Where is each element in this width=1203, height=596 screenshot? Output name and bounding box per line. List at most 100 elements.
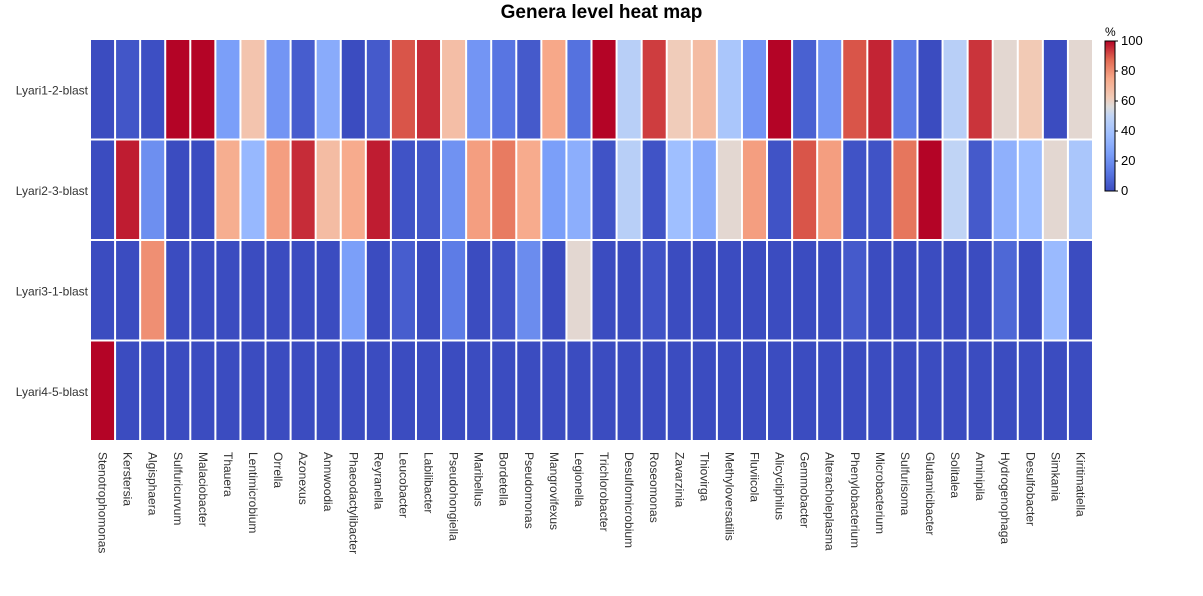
heatmap-cell: Lyari4-5-blast / Reyranella: 0% bbox=[366, 341, 390, 440]
heatmap-cell: Lyari1-2-blast / Algisphaera: 1% bbox=[141, 40, 165, 139]
column-label: Malaciobacter bbox=[196, 452, 210, 527]
heatmap-cell: Lyari2-3-blast / Sulfurisoma: 85% bbox=[893, 140, 917, 239]
heatmap-cell: Lyari3-1-blast / Mangrovifexus: 0% bbox=[542, 241, 566, 340]
column-label: Desulfobacter bbox=[1023, 452, 1037, 526]
column-label: Roseomonas bbox=[647, 452, 661, 523]
heatmap-cell: Lyari4-5-blast / Glutamicibacter: 0% bbox=[918, 341, 942, 440]
heatmap-cell: Lyari3-1-blast / Kerstersia: 0% bbox=[116, 241, 140, 340]
column-label: Aminipila bbox=[973, 452, 987, 501]
heatmap-cell: Lyari3-1-blast / Stenotrophomonas: 0% bbox=[91, 241, 115, 340]
row-label: Lyari3-1-blast bbox=[16, 284, 89, 298]
heatmap-cell: Lyari1-2-blast / Hydrogenophaga: 58% bbox=[993, 40, 1017, 139]
column-label: Algisphaera bbox=[146, 452, 160, 516]
heatmap-cell: Lyari4-5-blast / Simkania: 0% bbox=[1043, 341, 1067, 440]
heatmap-cell: Lyari3-1-blast / Pseudohongiella: 14% bbox=[442, 241, 466, 340]
column-label: Hydrogenophaga bbox=[998, 452, 1012, 544]
heatmap-cell: Lyari4-5-blast / Roseomonas: 0% bbox=[642, 341, 666, 440]
column-label: Fluviicola bbox=[747, 452, 761, 502]
heatmap-cell: Lyari4-5-blast / Gemmobacter: 0% bbox=[793, 341, 817, 440]
heatmap-cell: Lyari2-3-blast / Thauera: 73% bbox=[216, 140, 240, 239]
column-label: Mangrovifexus bbox=[547, 452, 561, 530]
heatmap-cell: Lyari1-2-blast / Malaciobacter: 100% bbox=[191, 40, 215, 139]
heatmap-cell: Lyari3-1-blast / Glutamicibacter: 0% bbox=[918, 241, 942, 340]
column-label: Sulfurisoma bbox=[898, 452, 912, 516]
heatmap-cell: Lyari2-3-blast / Zavarzinia: 38% bbox=[667, 140, 691, 239]
heatmap-cell: Lyari1-2-blast / Leucobacter: 90% bbox=[391, 40, 415, 139]
heatmap-cell: Lyari4-5-blast / Alteracholeplasma: 0% bbox=[818, 341, 842, 440]
column-label: Alicycliphilus bbox=[773, 452, 787, 520]
column-label: Bordetella bbox=[497, 452, 511, 506]
heatmap-cell: Lyari1-2-blast / Reyranella: 4% bbox=[366, 40, 390, 139]
heatmap-cell: Lyari1-2-blast / Methyloversatilis: 42% bbox=[717, 40, 741, 139]
heatmap-cell: Lyari3-1-blast / Lentimicrobium: 0% bbox=[241, 241, 265, 340]
heatmap-cell: Lyari1-2-blast / Simkania: 0% bbox=[1043, 40, 1067, 139]
heatmap-cell: Lyari4-5-blast / Desulfomicrobium: 0% bbox=[617, 341, 641, 440]
heatmap-cell: Lyari2-3-blast / Glutamicibacter: 100% bbox=[918, 140, 942, 239]
heatmap-cell: Lyari1-2-blast / Sulfurisoma: 14% bbox=[893, 40, 917, 139]
colorbar-tick-label: 80 bbox=[1121, 63, 1135, 78]
heatmap-cell: Lyari2-3-blast / Fluviicola: 77% bbox=[742, 140, 767, 239]
heatmap-cell: Lyari3-1-blast / Solitalea: 0% bbox=[943, 241, 967, 340]
heatmap-cell: Lyari1-2-blast / Annwoodia: 30% bbox=[316, 40, 340, 139]
heatmap-cell: Lyari3-1-blast / Zavarzinia: 0% bbox=[667, 241, 691, 340]
heatmap-cell: Lyari1-2-blast / Trichlorobacter: 100% bbox=[592, 40, 616, 139]
heatmap-cell: Lyari1-2-blast / Mangrovifexus: 75% bbox=[542, 40, 566, 139]
column-label: Simkania bbox=[1048, 452, 1062, 502]
heatmap-cell: Lyari1-2-blast / Phaeodactylibacter: 0% bbox=[341, 40, 365, 139]
heatmap-cell: Lyari4-5-blast / Labilibacter: 0% bbox=[416, 341, 441, 440]
heatmap-cell: Lyari3-1-blast / Leucobacter: 5% bbox=[391, 241, 415, 340]
heatmap-cell: Lyari4-5-blast / Kerstersia: 0% bbox=[116, 341, 140, 440]
heatmap-cell: Lyari2-3-blast / Azonexus: 95% bbox=[291, 140, 315, 239]
heatmap-cell: Lyari3-1-blast / Aminipila: 0% bbox=[968, 241, 992, 340]
heatmap-cell: Lyari1-2-blast / Microbacterium: 96% bbox=[868, 40, 892, 139]
heatmap-cell: Lyari1-2-blast / Solitalea: 47% bbox=[943, 40, 967, 139]
heatmap-cell: Lyari1-2-blast / Thauera: 25% bbox=[216, 40, 240, 139]
heatmap-cell: Lyari4-5-blast / Stenotrophomonas: 100% bbox=[91, 341, 115, 440]
column-label: Orrella bbox=[271, 452, 285, 488]
heatmap-cell: Lyari2-3-blast / Algisphaera: 20% bbox=[141, 140, 165, 239]
column-label: Solitalea bbox=[948, 452, 962, 498]
heatmap-cell: Lyari1-2-blast / Desulfomicrobium: 47% bbox=[617, 40, 641, 139]
heatmap-cell: Lyari2-3-blast / Labilibacter: 3% bbox=[416, 140, 441, 239]
heatmap-cell: Lyari3-1-blast / Phaeodactylibacter: 25% bbox=[341, 241, 365, 340]
colorbar-tick-label: 20 bbox=[1121, 153, 1135, 168]
heatmap-cell: Lyari3-1-blast / Algisphaera: 80% bbox=[141, 241, 165, 340]
heatmap-cell: Lyari2-3-blast / Mangrovifexus: 25% bbox=[542, 140, 566, 239]
heatmap-cell: Lyari2-3-blast / Stenotrophomonas: 0% bbox=[91, 140, 115, 239]
heatmap-cell: Lyari3-1-blast / Orrella: 0% bbox=[266, 241, 290, 340]
heatmap-cell: Lyari2-3-blast / Legionella: 31% bbox=[567, 140, 591, 239]
heatmap-cell: Lyari1-2-blast / Phenylobacterium: 90% bbox=[843, 40, 867, 139]
column-label: Phaeodactylibacter bbox=[346, 452, 360, 554]
colorbar-ticks: 0 20 40 60 80 100 bbox=[1115, 33, 1143, 198]
column-label: Thiovirga bbox=[697, 452, 711, 502]
heatmap-cell: Lyari1-2-blast / Labilibacter: 95% bbox=[416, 40, 441, 139]
heatmap-cell: Lyari3-1-blast / Reyranella: 0% bbox=[366, 241, 390, 340]
heatmap-cell: Lyari4-5-blast / Thiovirga: 0% bbox=[692, 341, 716, 440]
heatmap-cell: Lyari4-5-blast / Kiritimatiella: 0% bbox=[1068, 341, 1092, 440]
heatmap-cell: Lyari2-3-blast / Kiritimatiella: 42% bbox=[1068, 140, 1092, 239]
heatmap-cell: Lyari1-2-blast / Fluviicola: 22% bbox=[742, 40, 767, 139]
column-label: Pseudomonas bbox=[522, 452, 536, 529]
column-labels: Stenotrophomonas Kerstersia Algisphaera Sul… bbox=[96, 452, 1088, 554]
heatmap-cell: Lyari1-2-blast / Kerstersia: 3% bbox=[116, 40, 140, 139]
heatmap-cell: Lyari2-3-blast / Kerstersia: 97% bbox=[116, 140, 140, 239]
column-label: Trichlorobacter bbox=[597, 452, 611, 532]
row-label: Lyari4-5-blast bbox=[16, 385, 89, 399]
heatmap-cell: Lyari4-5-blast / Algisphaera: 0% bbox=[141, 341, 165, 440]
heatmap-cell: Lyari3-1-blast / Sulfurisoma: 0% bbox=[893, 241, 917, 340]
heatmap-cell: Lyari2-3-blast / Phaeodactylibacter: 74% bbox=[341, 140, 365, 239]
heatmap-cell: Lyari4-5-blast / Microbacterium: 0% bbox=[868, 341, 892, 440]
colorbar-label: % bbox=[1105, 25, 1116, 39]
heatmap-cell: Lyari3-1-blast / Kiritimatiella: 0% bbox=[1068, 241, 1092, 340]
heatmap-cell: Lyari3-1-blast / Fluviicola: 0% bbox=[742, 241, 767, 340]
column-label: Sulfuricurvum bbox=[171, 452, 185, 525]
heatmap-cell: Lyari1-2-blast / Gemmobacter: 6% bbox=[793, 40, 817, 139]
colorbar-gradient bbox=[1104, 40, 1116, 192]
heatmap-cell: Lyari1-2-blast / Lentimicrobium: 65% bbox=[241, 40, 265, 139]
heatmap-cell: Lyari4-5-blast / Hydrogenophaga: 0% bbox=[993, 341, 1017, 440]
heatmap-cell: Lyari1-2-blast / Alicycliphilus: 100% bbox=[768, 40, 792, 139]
heatmap-cell: Lyari1-2-blast / Stenotrophomonas: 0% bbox=[91, 40, 115, 139]
heatmap-cell: Lyari2-3-blast / Malaciobacter: 0% bbox=[191, 140, 215, 239]
heatmap-cell: Lyari4-5-blast / Lentimicrobium: 0% bbox=[241, 341, 265, 440]
column-label: Maribellus bbox=[472, 452, 486, 507]
